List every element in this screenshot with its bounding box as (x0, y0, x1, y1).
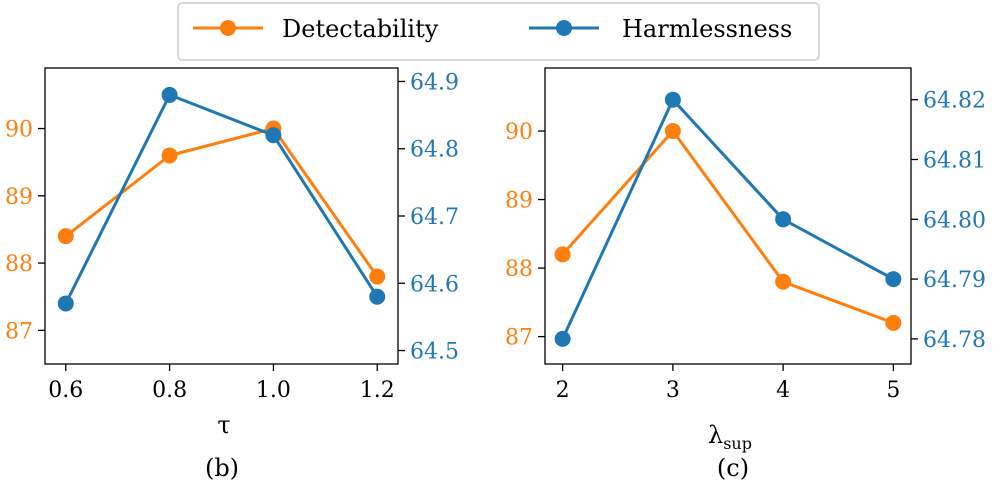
series-line-detectability-c (561, 129, 894, 325)
left-tick-label-c: 90 (505, 120, 533, 145)
left-tick-label-b: 89 (5, 185, 33, 210)
plot-frame-c (544, 67, 912, 365)
x-axis-label-c-main: λ (708, 421, 723, 449)
x-tick-label-c: 5 (886, 378, 900, 403)
right-tick-label-c: 64.80 (923, 208, 986, 233)
data-point-harmlessness-b (57, 295, 74, 312)
legend-label-harmlessness: Harmlessness (622, 15, 792, 43)
legend-marker-harmlessness (556, 20, 572, 36)
right-tick-label-c: 64.79 (923, 268, 986, 293)
data-point-detectability-b (369, 268, 386, 285)
panel-caption-b: (b) (205, 454, 239, 482)
legend-item-detectability: Detectability (193, 15, 439, 43)
x-tick-label-b: 1.2 (360, 378, 395, 403)
left-tick-label-b: 87 (5, 319, 33, 344)
left-tick-label-c: 88 (505, 257, 533, 282)
data-point-detectability-c (554, 246, 571, 263)
legend-item-harmlessness: Harmlessness (529, 15, 792, 43)
legend-label-detectability: Detectability (282, 15, 439, 43)
data-point-harmlessness-c (664, 91, 681, 108)
x-tick-label-b: 0.8 (152, 378, 187, 403)
series-line-harmlessness-c (561, 98, 895, 340)
data-point-detectability-b (161, 147, 178, 164)
right-tick-label-c: 64.81 (923, 148, 986, 173)
chart-panel-c: 2 3 4 5 87 88 89 90 64.78 64.79 64.80 64.81 64.82 λs… (505, 67, 986, 482)
x-tick-label-b: 0.6 (48, 378, 83, 403)
x-tick-label-b: 1.0 (256, 378, 291, 403)
left-tick-label-c: 89 (505, 189, 533, 214)
data-point-harmlessness-b (161, 86, 178, 103)
right-tick-label-c: 64.78 (923, 328, 986, 353)
data-point-harmlessness-b (369, 288, 386, 305)
data-point-detectability-c (664, 123, 681, 140)
data-point-harmlessness-c (554, 330, 571, 347)
legend-frame (177, 2, 820, 61)
data-point-detectability-b (57, 228, 74, 245)
series-line-harmlessness-b (64, 93, 379, 305)
right-tick-label-b: 64.8 (410, 138, 459, 163)
right-tick-label-b: 64.6 (410, 272, 459, 297)
data-point-detectability-c (885, 314, 902, 331)
plot-frame-b (44, 67, 399, 365)
x-axis-label-c: λsup (708, 421, 752, 453)
data-point-harmlessness-c (775, 211, 792, 228)
data-point-harmlessness-b (265, 127, 282, 144)
right-tick-label-b: 64.9 (410, 70, 459, 95)
x-axis-label-b: τ (217, 411, 230, 439)
right-tick-label-b: 64.7 (410, 205, 459, 230)
data-point-harmlessness-c (885, 271, 902, 288)
chart-panel-b: 0.6 0.8 1.0 1.2 87 88 89 90 64.5 64.6 64.7 64.8 64.9… (5, 67, 459, 482)
legend: Detectability Harmlessness (177, 2, 820, 61)
left-tick-label-b: 88 (5, 252, 33, 277)
x-tick-label-c: 4 (776, 378, 790, 403)
x-tick-label-c: 2 (556, 378, 570, 403)
left-tick-label-c: 87 (505, 326, 533, 351)
right-tick-label-c: 64.82 (923, 89, 986, 114)
data-point-detectability-c (775, 273, 792, 290)
legend-marker-detectability (220, 20, 236, 36)
x-axis-label-c-sub: sup (723, 434, 752, 453)
x-tick-label-c: 3 (666, 378, 680, 403)
right-tick-label-b: 64.5 (410, 340, 459, 365)
left-tick-label-b: 90 (5, 118, 33, 143)
series-line-detectability-b (64, 127, 379, 278)
panel-caption-c: (c) (717, 454, 749, 482)
